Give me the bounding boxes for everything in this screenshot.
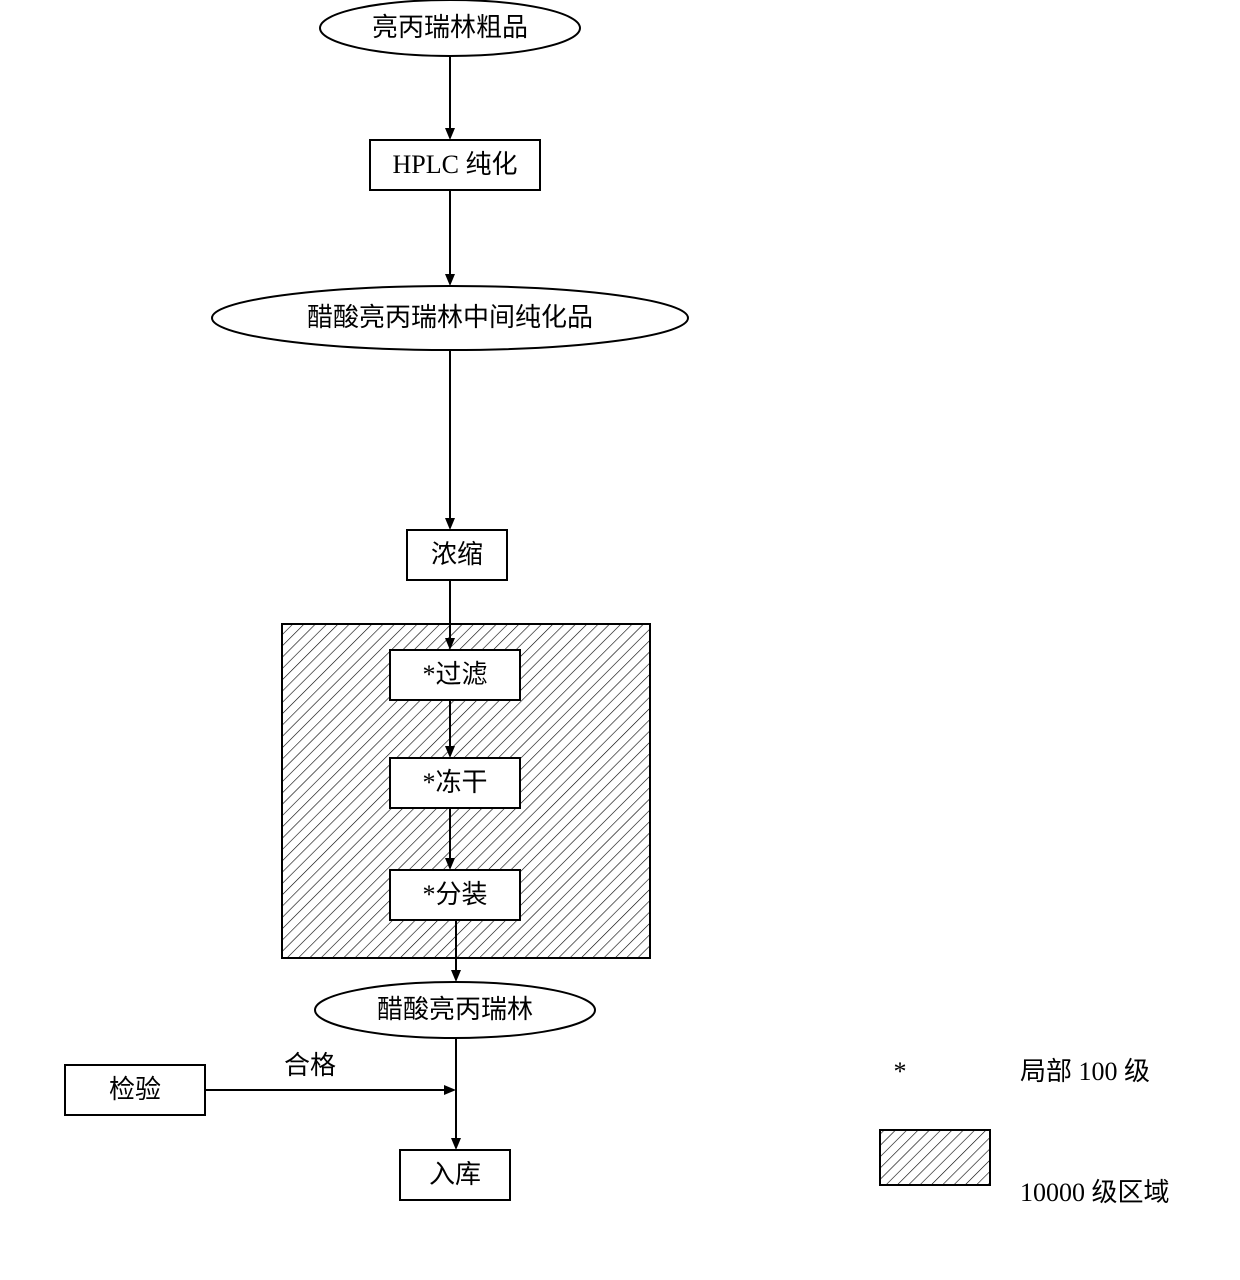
arrowhead [451, 970, 461, 982]
node-label-n9: 检验 [109, 1075, 161, 1104]
legend-hatch-text: 10000 级区域 [1020, 1178, 1170, 1207]
node-label-n4: 浓缩 [431, 540, 483, 569]
node-n2: HPLC 纯化 [370, 140, 540, 190]
arrowhead [444, 1085, 456, 1095]
node-label-n5: *过滤 [422, 660, 487, 689]
node-n5: *过滤 [390, 650, 520, 700]
node-n1: 亮丙瑞林粗品 [320, 0, 580, 56]
node-n7: *分装 [390, 870, 520, 920]
node-label-n2: HPLC 纯化 [393, 150, 518, 179]
node-n3: 醋酸亮丙瑞林中间纯化品 [212, 286, 688, 350]
node-label-n8: 醋酸亮丙瑞林 [377, 995, 533, 1024]
arrowhead [451, 1138, 461, 1150]
node-label-n7: *分装 [422, 880, 487, 909]
node-n10: 入库 [400, 1150, 510, 1200]
edge-label-qualified: 合格 [284, 1051, 336, 1080]
arrowhead [445, 274, 455, 286]
node-label-n6: *冻干 [422, 768, 487, 797]
node-label-n1: 亮丙瑞林粗品 [372, 13, 528, 42]
legend-hatch-swatch [880, 1130, 990, 1185]
legend-star-symbol: * [894, 1057, 907, 1086]
node-label-n10: 入库 [429, 1160, 481, 1189]
node-n6: *冻干 [390, 758, 520, 808]
legend-star-text: 局部 100 级 [1020, 1057, 1150, 1086]
arrowhead [445, 518, 455, 530]
node-n4: 浓缩 [407, 530, 507, 580]
node-n9: 检验 [65, 1065, 205, 1115]
node-n8: 醋酸亮丙瑞林 [315, 982, 595, 1038]
flowchart-canvas: 合格 亮丙瑞林粗品 HPLC 纯化醋酸亮丙瑞林中间纯化品浓缩 *过滤 *冻干 *分装醋酸亮… [0, 0, 1240, 1280]
arrowhead [445, 128, 455, 140]
node-label-n3: 醋酸亮丙瑞林中间纯化品 [307, 303, 593, 332]
